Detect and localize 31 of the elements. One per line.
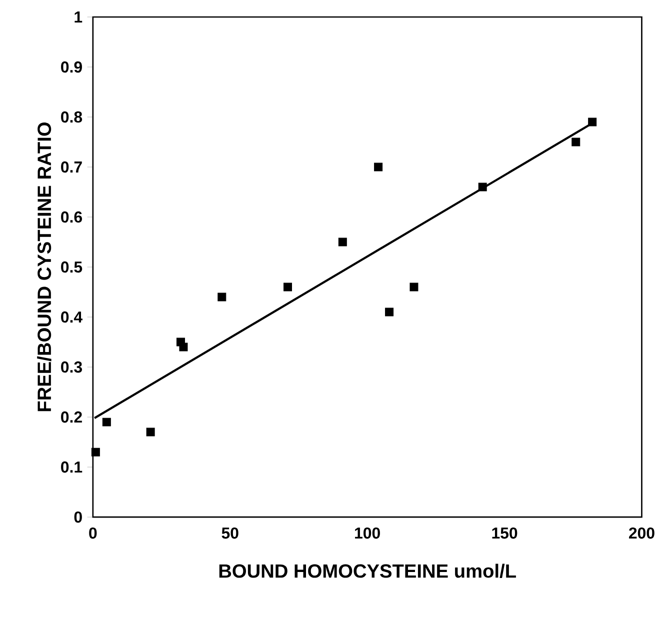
y-tick-label: 0.3: [61, 361, 82, 373]
y-tick-label: 0.4: [61, 311, 82, 323]
point: [385, 308, 394, 316]
y-axis-title: FREE/BOUND CYSTEINE RATIO: [37, 122, 52, 411]
point: [146, 428, 155, 436]
y-tick-label: 0.8: [61, 111, 82, 123]
y-tick-label: 0.2: [61, 411, 82, 423]
point: [572, 138, 580, 146]
point: [284, 282, 292, 292]
point: [179, 342, 188, 352]
x-tick-label: 50: [222, 527, 238, 539]
point: [588, 118, 597, 126]
x-tick-label: 200: [629, 527, 654, 539]
y-tick-label: 0.7: [61, 161, 82, 173]
point: [102, 418, 111, 426]
y-tick-label: 0.9: [61, 61, 82, 73]
y-tick-label: 0: [74, 511, 82, 523]
x-tick-label: 0: [89, 527, 97, 539]
point: [91, 448, 100, 456]
y-tick-label: 1: [74, 11, 82, 22]
y-tick-label: 0.1: [61, 461, 82, 473]
point: [410, 282, 418, 292]
y-tick-label: 0.6: [61, 211, 82, 223]
x-tick-label: 100: [355, 527, 380, 539]
point: [374, 162, 383, 172]
y-tick-label: 0.5: [61, 261, 82, 273]
x-tick-label: 150: [492, 527, 518, 539]
point: [478, 182, 487, 192]
x-axis-title: BOUND HOMOCYSTEINE umol/L: [219, 564, 516, 578]
point: [338, 238, 347, 246]
point: [218, 292, 226, 302]
